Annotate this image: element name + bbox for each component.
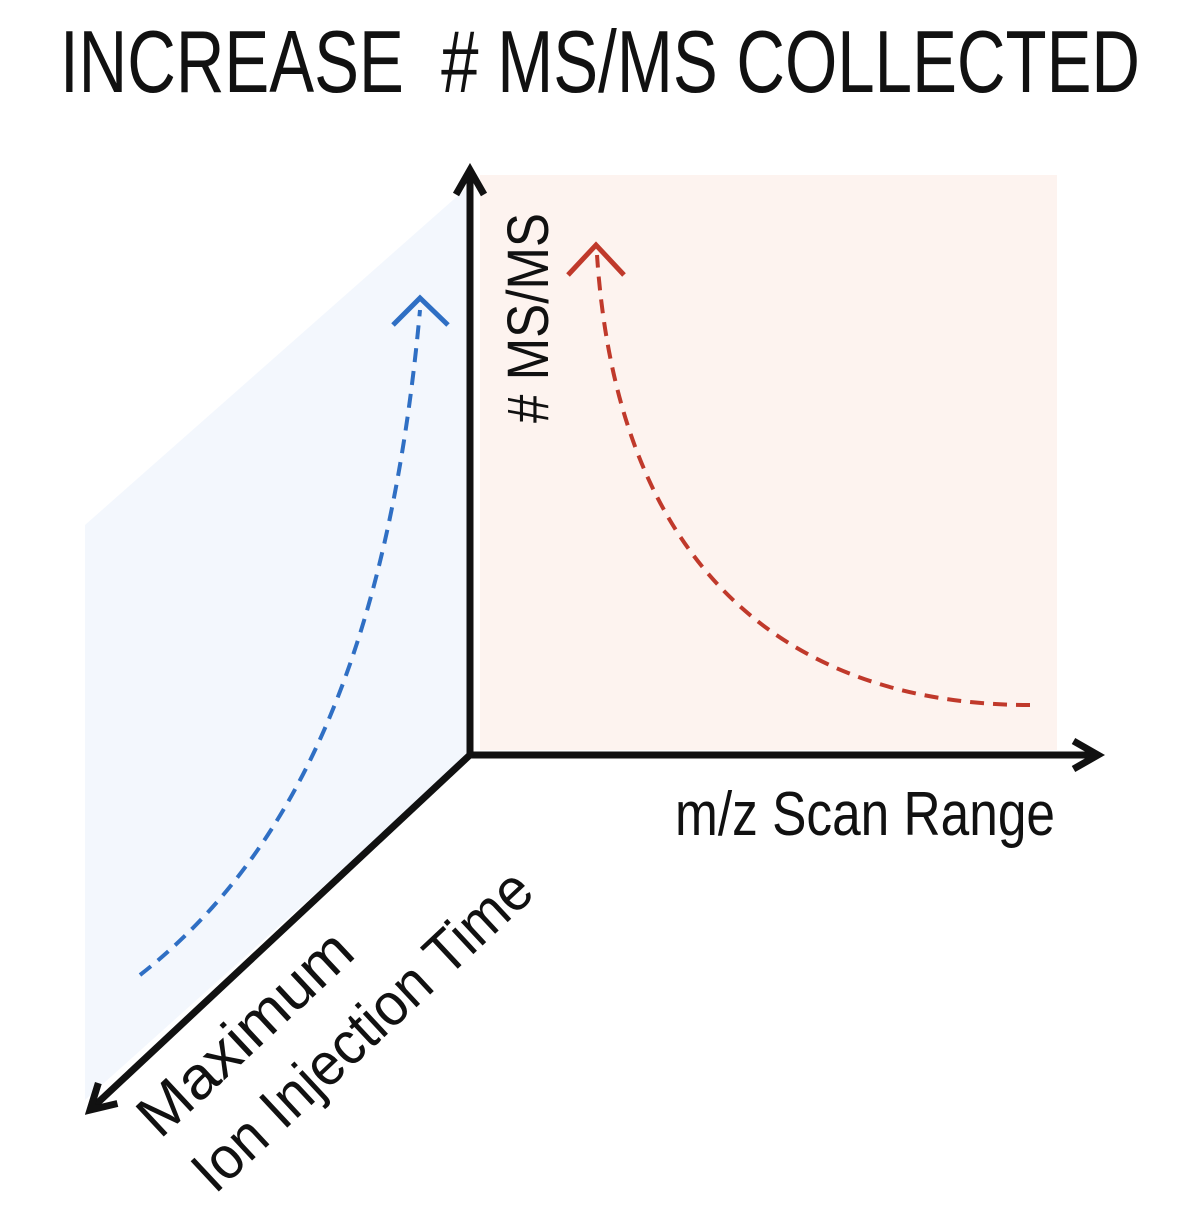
blue-trend xyxy=(138,309,422,977)
left-plane xyxy=(85,185,470,1100)
z-axis xyxy=(84,750,475,1115)
red-arrowhead xyxy=(566,241,626,277)
blue-arrowhead xyxy=(391,294,450,327)
red-trend xyxy=(595,254,1031,707)
y-label: # MS/MS xyxy=(496,213,561,423)
back-plane xyxy=(480,175,1057,750)
title: INCREASE # MS/MS COLLECTED xyxy=(60,12,1140,111)
x-label: m/z Scan Range xyxy=(675,780,1055,849)
